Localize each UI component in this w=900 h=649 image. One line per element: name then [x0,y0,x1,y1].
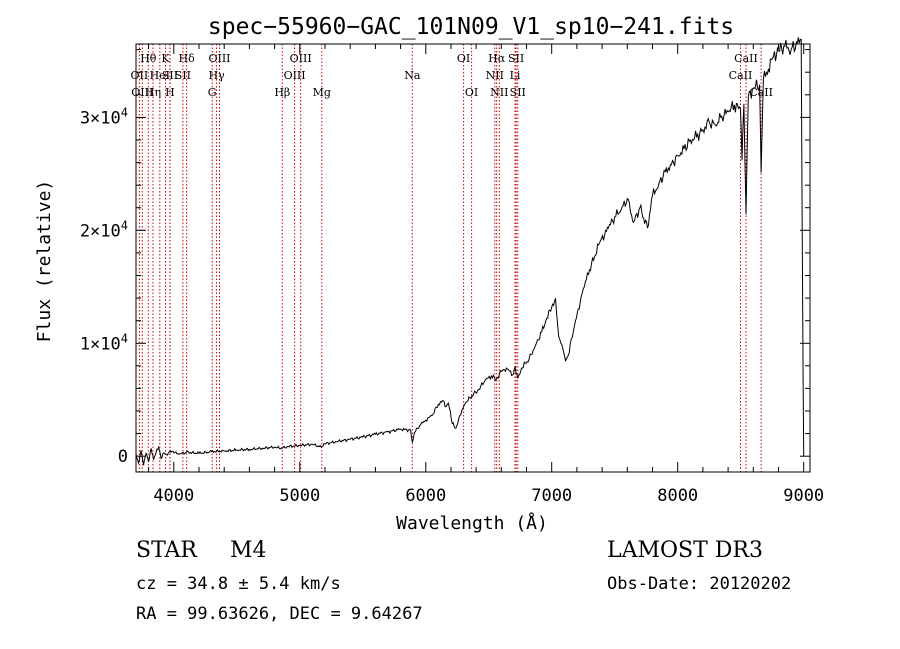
line-label: Li [510,69,521,82]
line-label: OII [131,69,149,82]
line-label: OIII [284,69,306,82]
line-label: Hγ [209,69,226,82]
plot-frame [135,43,811,473]
y-tick-exponent: 4 [121,218,128,232]
x-tick-label: 8000 [657,486,698,506]
y-tick-exponent: 4 [121,105,128,119]
x-axis-label: Wavelength (Å) [396,512,548,534]
line-label: CaII [749,86,773,99]
line-label: Na [404,69,421,82]
y-tick-label: 2×104 [80,218,128,241]
observation-date: Obs-Date: 20120202 [607,574,792,594]
x-tick-label: 6000 [405,486,446,506]
spectrum-series [135,37,805,466]
line-label: H [165,86,175,99]
y-tick-exponent: 4 [121,331,128,345]
line-label: K [161,52,170,65]
line-label: OIII [208,52,230,65]
line-label: SII [508,52,524,65]
coordinates: RA = 99.63626, DEC = 9.64267 [136,604,423,624]
line-label: SII [175,69,191,82]
spectral-line-markers [138,44,762,472]
redshift-value: cz = 34.8 ± 5.4 km/s [136,574,341,594]
y-tick-label: 0 [118,447,128,467]
line-label: CaII [729,69,753,82]
series-line [135,37,805,466]
line-label: NII [486,69,504,82]
line-label: Mg [313,86,331,99]
x-tick-label: 7000 [531,486,572,506]
x-tick-label: 4000 [153,486,194,506]
line-label: OI [465,86,478,99]
line-label: HeI [150,69,170,82]
line-label: Hδ [178,52,195,65]
chart-title: spec−55960−GAC_101N09_V1_sp10−241.fits [208,14,734,40]
line-label: OI [457,52,470,65]
y-tick-label: 3×104 [80,105,128,128]
y-tick-label: 1×104 [80,331,128,354]
line-label: SII [510,86,526,99]
line-label: OIII [290,52,312,65]
line-label: Hα [488,52,506,65]
y-axis-ticks: 0 1×104 2×104 3×104 [80,49,810,467]
x-axis-ticks: 4000 5000 6000 7000 8000 9000 [148,44,824,506]
line-label: Hθ [140,52,157,65]
x-tick-label: 5000 [279,486,320,506]
line-label: SII [162,69,178,82]
subclass-label: M4 [230,538,267,563]
line-label: NII [490,86,508,99]
y-axis-label: Flux (relative) [34,180,55,343]
line-label: Hβ [274,86,290,99]
object-class: STAR M4 [136,538,267,563]
x-tick-label: 9000 [783,486,824,506]
line-label: G [208,86,217,99]
line-label: Hη [145,86,161,99]
line-label: OIII [131,86,153,99]
class-label: STAR [136,538,197,563]
line-label: CaII [734,52,758,65]
survey-label: LAMOST DR3 [607,538,763,563]
